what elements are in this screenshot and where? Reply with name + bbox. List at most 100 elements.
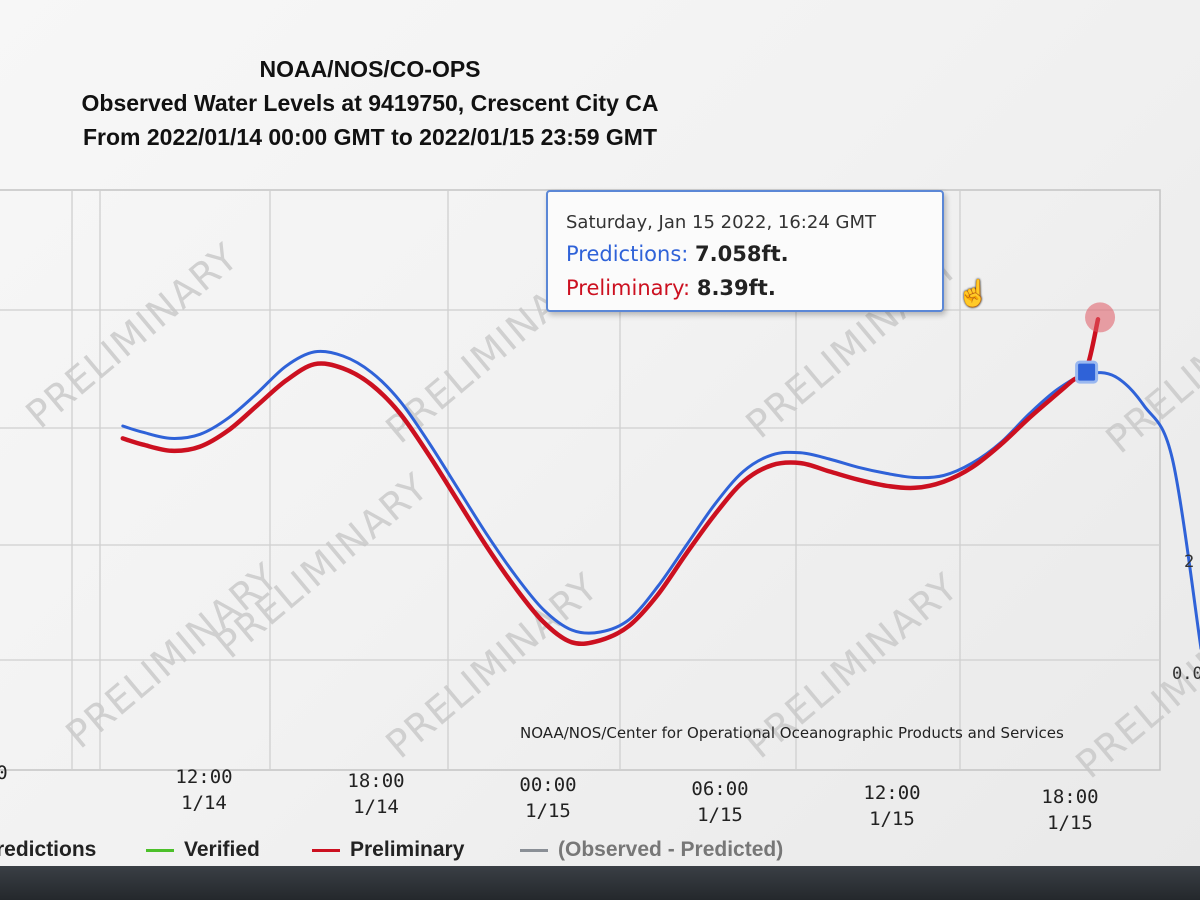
point-preliminary (484, 544, 488, 547)
point-predictions (1056, 387, 1060, 391)
point-predictions (427, 441, 430, 444)
watermark-text: PRELIMINARY (1098, 260, 1200, 462)
point-preliminary (256, 404, 259, 407)
legend-label-predictions: redictions (0, 838, 97, 861)
point-preliminary (513, 585, 516, 588)
watermark-layer: PRELIMINARY PRELIMINARY PRELIMINARY PRELIMI… (18, 235, 1200, 787)
legend-item-difference[interactable]: (Observed - Predicted) (520, 838, 783, 862)
point-predictions (713, 503, 716, 506)
point-predictions (198, 433, 202, 436)
point-predictions (770, 453, 774, 457)
point-preliminary (170, 449, 173, 452)
point-predictions (885, 472, 888, 475)
series-layer (120, 317, 1200, 650)
point-preliminary (913, 486, 917, 489)
legend-swatch-verified (146, 848, 174, 852)
point-predictions (799, 451, 802, 454)
legend-item-verified[interactable]: Verified (146, 838, 260, 862)
legend-item-predictions[interactable]: redictions (0, 838, 96, 862)
point-predictions (627, 618, 631, 621)
point-preliminary (885, 484, 888, 487)
point-predictions (141, 431, 144, 434)
point-predictions (227, 416, 230, 419)
point-predictions (1171, 457, 1174, 461)
chart-title-station: Observed Water Levels at 9419750, Cresce… (81, 90, 659, 116)
chart-title-agency: NOAA/NOS/CO-OPS (259, 56, 481, 82)
water-level-chart[interactable]: PRELIMINARY PRELIMINARY PRELIMINARY PRELIMI… (0, 0, 1200, 872)
x-tick-time: 06:00 (691, 778, 749, 800)
point-preliminary (742, 480, 745, 483)
x-tick-label: 18:00 1/14 (316, 768, 436, 820)
tooltip-preliminary-row: Preliminary: 8.39ft. (566, 276, 776, 300)
point-preliminary (399, 412, 402, 415)
tooltip-preliminary-label: Preliminary: (566, 276, 691, 300)
x-tick-label: 18:00 1/15 (1010, 784, 1130, 836)
marker-layer (1075, 302, 1116, 384)
watermark-text: PRELIMINARY (1068, 585, 1200, 787)
tooltip-predictions-row: Predictions: 7.058ft. (566, 242, 789, 266)
x-tick-date: 1/15 (1047, 812, 1093, 834)
point-preliminary (828, 470, 831, 473)
point-preliminary (1056, 391, 1060, 395)
tooltip-date: Saturday, Jan 15 2022, 16:24 GMT (566, 212, 876, 233)
point-predictions (742, 470, 745, 473)
y-tick-label: 2 (1184, 552, 1195, 572)
point-preliminary (599, 639, 602, 642)
screen: NOAA/NOS/CO-OPS Observed Water Levels at… (0, 0, 1200, 872)
point-preliminary (971, 466, 974, 469)
monitor-bezel (0, 866, 1200, 900)
point-preliminary (713, 513, 716, 516)
tooltip-predictions-value: 7.058ft. (695, 242, 789, 266)
x-tick-time: 12:00 (175, 766, 233, 788)
point-predictions (913, 476, 917, 479)
x-tick-label: 0 (0, 760, 62, 786)
point-preliminary (685, 552, 688, 555)
point-predictions (341, 354, 345, 358)
point-predictions (513, 573, 516, 576)
x-tick-label: 06:00 1/15 (660, 776, 780, 828)
grid (0, 189, 1161, 771)
x-tick-label: 00:00 1/15 (488, 772, 608, 824)
point-predictions (121, 424, 125, 428)
point-predictions (256, 391, 259, 395)
point-preliminary (856, 478, 859, 481)
legend-label-preliminary: Preliminary (350, 838, 465, 861)
hover-marker-predictions (1075, 360, 1099, 384)
point-preliminary (313, 363, 316, 366)
x-tick-date: 1/14 (353, 796, 399, 818)
point-predictions (856, 466, 859, 469)
tooltip-predictions-label: Predictions: (566, 242, 689, 266)
point-predictions (1142, 404, 1146, 407)
point-preliminary (456, 499, 459, 502)
point-preliminary (121, 437, 125, 440)
point-predictions (971, 461, 974, 465)
point-predictions (456, 486, 459, 489)
watermark-text: PRELIMINARY (18, 235, 247, 437)
x-tick-date: 1/15 (525, 800, 571, 822)
legend-label-difference: (Observed - Predicted) (558, 838, 784, 861)
point-predictions (170, 437, 173, 440)
x-tick-time: 18:00 (1041, 786, 1099, 808)
hover-marker-preliminary (1085, 302, 1116, 333)
x-tick-time: 18:00 (347, 770, 405, 792)
x-tick-time: 00:00 (519, 774, 577, 796)
point-preliminary (570, 641, 573, 644)
point-predictions (542, 608, 545, 611)
point-preliminary (656, 593, 659, 597)
legend-item-preliminary[interactable]: Preliminary (312, 838, 464, 862)
point-predictions (828, 457, 831, 461)
legend-swatch-difference (520, 848, 548, 852)
chart-title-range: From 2022/01/14 00:00 GMT to 2022/01/15 … (82, 124, 657, 150)
point-predictions (484, 532, 488, 535)
point-preliminary (427, 453, 430, 457)
point-preliminary (1028, 416, 1031, 419)
point-preliminary (542, 620, 545, 623)
x-tick-date: 1/15 (869, 808, 915, 830)
point-predictions (942, 474, 945, 477)
series-line-predictions (121, 349, 1200, 650)
point-preliminary (627, 624, 631, 628)
watermark-text: PRELIMINARY (58, 555, 287, 757)
point-preliminary (770, 464, 774, 467)
point-preliminary (942, 480, 945, 483)
legend-swatch-preliminary (312, 848, 340, 852)
